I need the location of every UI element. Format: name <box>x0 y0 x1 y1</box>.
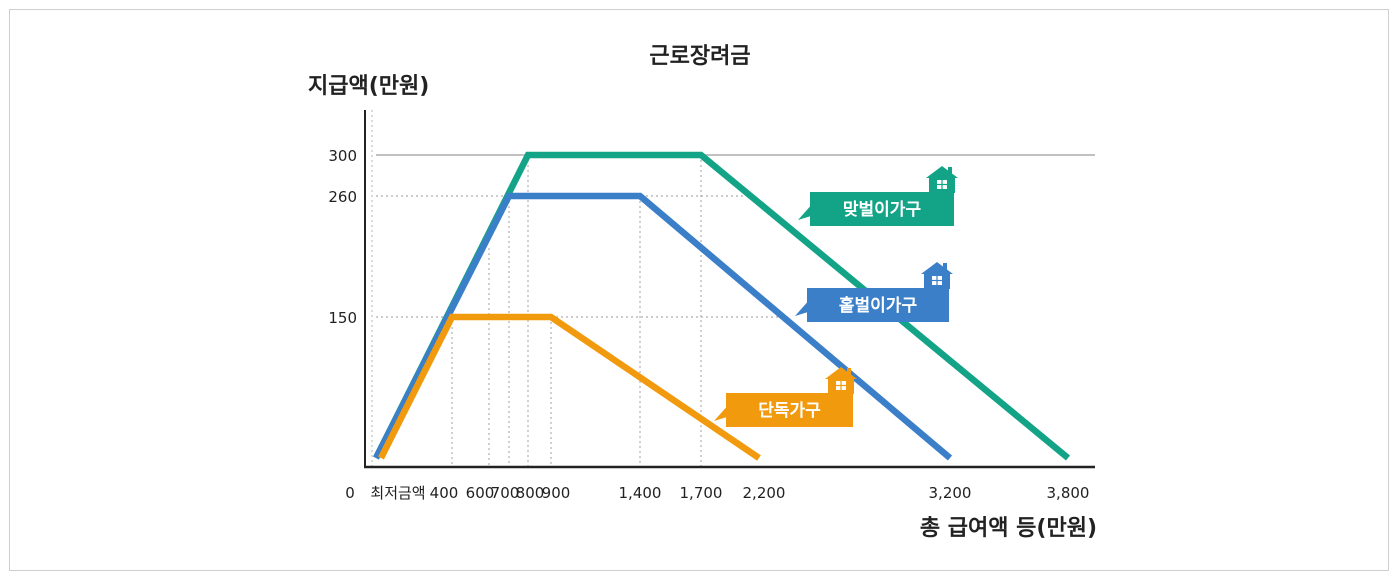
series-label-badge-1: 홑벌이가구 <box>795 262 953 322</box>
x-axis-label: 총 급여액 등(만원) <box>920 516 1097 541</box>
x-tick-label: 900 <box>542 484 571 502</box>
series-label-badge-2: 단독가구 <box>714 367 857 427</box>
reference-gridlines <box>371 110 1095 466</box>
x-tick-label: 3,800 <box>1047 484 1090 502</box>
x-tick-label: 0 <box>345 484 355 502</box>
y-tick-label: 260 <box>328 188 357 206</box>
chart-frame <box>9 9 1389 571</box>
badge-box <box>726 393 853 427</box>
x-tick-label: 1,700 <box>680 484 723 502</box>
x-tick-label: 800 <box>516 484 545 502</box>
y-axis-label: 지급액(만원) <box>308 74 429 99</box>
badge-box <box>810 192 954 226</box>
series-line-2 <box>378 313 761 461</box>
badge-box <box>807 288 949 322</box>
axes <box>364 110 1095 469</box>
series-name: 단독가구 <box>758 401 821 421</box>
series-label-badge-0: 맞벌이가구 <box>798 166 958 226</box>
x-tick-label: 600 <box>466 484 495 502</box>
series-name: 홑벌이가구 <box>839 295 918 316</box>
x-tick-label: 최저금액 <box>370 484 425 502</box>
house-icon <box>921 262 953 289</box>
x-tick-label: 2,200 <box>743 484 786 502</box>
series-name: 맞벌이가구 <box>843 200 922 220</box>
y-tick-label: 150 <box>328 309 357 327</box>
series-line-1 <box>373 192 953 461</box>
house-icon <box>926 166 958 193</box>
chart-title: 근로장려금 <box>649 44 750 69</box>
house-icon <box>825 367 857 394</box>
x-tick-label: 700 <box>491 484 520 502</box>
x-tick-label: 3,200 <box>929 484 972 502</box>
x-tick-label: 1,400 <box>619 484 662 502</box>
y-tick-label: 300 <box>328 147 357 165</box>
x-tick-label: 400 <box>430 484 459 502</box>
